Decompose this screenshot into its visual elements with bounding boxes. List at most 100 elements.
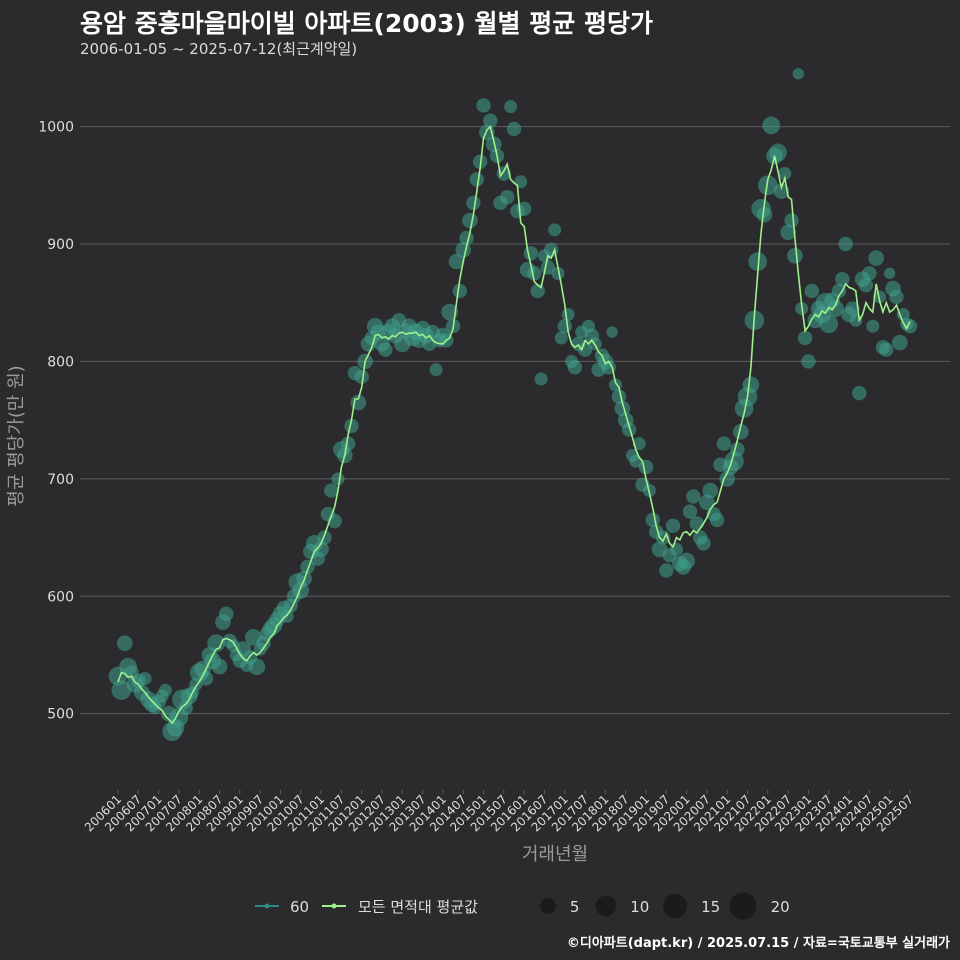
point-60-2017-07 <box>577 342 593 357</box>
point-60-2025-04 <box>892 334 908 351</box>
legend-size-20-label: 20 <box>771 898 790 916</box>
point-60-2022-06 <box>778 167 792 181</box>
point-60-2014-10 <box>466 195 481 211</box>
y-tick-label-900: 900 <box>47 237 74 253</box>
point-60-2016-03 <box>523 246 539 261</box>
point-60-2014-09 <box>462 212 478 229</box>
point-60-2020-10 <box>709 512 725 528</box>
point-60-2011-01 <box>313 541 329 558</box>
legend-size-15-marker <box>662 893 688 919</box>
point-60-2011-09 <box>340 436 356 451</box>
point-60-2024-07 <box>862 266 877 281</box>
point-60-2007-03 <box>158 683 172 697</box>
point-60-2023-02 <box>804 283 820 299</box>
point-60-2021-12 <box>756 206 773 223</box>
point-60-2021-05 <box>732 424 749 440</box>
point-60-2020-04 <box>689 516 704 531</box>
y-tick-label-1000: 1000 <box>38 120 74 136</box>
point-60-2022-09 <box>787 247 803 264</box>
point-60-2011-02 <box>317 530 332 545</box>
point-60-2015-01 <box>476 98 491 113</box>
point-60-2024-02 <box>845 301 860 316</box>
point-60-2011-10 <box>344 418 359 434</box>
point-60-2016-06 <box>534 372 548 386</box>
legend-size-5-label: 5 <box>570 898 580 916</box>
y-tick-label-700: 700 <box>47 472 74 488</box>
point-60-2010-03 <box>280 609 294 623</box>
point-60-2006-02 <box>111 680 132 700</box>
point-60-2009-06 <box>248 658 266 676</box>
point-60-2016-10 <box>548 223 562 237</box>
legend-avg-marker <box>331 903 337 909</box>
point-60-2008-06 <box>207 634 226 653</box>
legend-60-marker <box>264 903 270 909</box>
point-60-2006-09 <box>138 671 152 685</box>
point-60-2020-03 <box>686 489 701 504</box>
point-60-2022-07 <box>780 224 796 241</box>
point-60-2024-06 <box>858 277 874 293</box>
point-60-2024-04 <box>852 385 867 401</box>
legend: 60 모든 면적대 평균값 5 10 15 20 <box>255 892 790 920</box>
point-60-2022-01 <box>758 175 778 196</box>
point-60-2020-12 <box>716 436 732 451</box>
legend-size-10-marker <box>595 895 617 917</box>
point-60-2023-10 <box>831 283 847 299</box>
y-tick-label-800: 800 <box>47 354 74 370</box>
point-60-2019-07 <box>659 563 674 578</box>
y-tick-label-500: 500 <box>47 707 74 723</box>
point-60-2021-08 <box>742 376 760 394</box>
point-60-2023-01 <box>801 354 816 369</box>
point-60-2025-01 <box>884 267 896 280</box>
point-60-2015-03 <box>483 113 498 128</box>
point-60-2018-08 <box>621 422 637 437</box>
y-axis-label: 평균 평당가(만 원) <box>6 365 27 506</box>
point-60-2015-10 <box>506 121 522 137</box>
point-60-2014-11 <box>469 172 484 187</box>
point-60-2016-04 <box>527 266 542 281</box>
point-60-2016-12 <box>554 331 568 345</box>
legend-size-20-marker <box>729 892 757 920</box>
point-60-2022-02 <box>762 116 781 135</box>
point-60-2023-12 <box>838 236 853 252</box>
point-60-2025-07 <box>902 318 918 334</box>
source-credit: ©디아파트(dapt.kr) / 2025.07.15 / 자료=국토교통부 실… <box>566 936 950 951</box>
point-60-2015-08 <box>500 189 515 205</box>
point-60-2020-07 <box>699 494 715 511</box>
legend-size-15-label: 15 <box>701 898 720 916</box>
point-60-2012-08 <box>378 342 393 357</box>
point-60-2025-03 <box>889 289 904 305</box>
point-60-2017-04 <box>567 360 583 375</box>
point-60-2008-07 <box>211 658 228 675</box>
point-60-2010-09 <box>300 559 315 575</box>
point-60-2024-09 <box>868 250 884 266</box>
point-60-2023-07 <box>819 314 839 334</box>
point-60-2024-12 <box>879 342 894 357</box>
point-60-2016-11 <box>551 266 565 280</box>
x-axis-label: 거래년월 <box>522 844 588 865</box>
point-60-2020-06 <box>696 536 711 551</box>
average-line <box>117 125 911 725</box>
point-60-2023-09 <box>827 300 844 317</box>
point-60-2008-09 <box>219 606 234 622</box>
point-60-2014-06 <box>452 283 468 299</box>
point-60-2019-09 <box>665 518 681 534</box>
point-60-2022-08 <box>784 213 799 228</box>
point-60-2006-03 <box>116 635 133 652</box>
point-60-2022-05 <box>773 183 790 199</box>
point-60-2013-11 <box>429 363 443 377</box>
y-tick-label-600: 600 <box>47 589 74 605</box>
point-60-2017-01 <box>557 318 572 334</box>
point-60-2018-11 <box>632 437 646 451</box>
legend-60-label: 60 <box>290 898 309 916</box>
point-60-2011-06 <box>331 472 345 486</box>
point-60-2021-10 <box>748 252 768 271</box>
point-60-2020-08 <box>702 482 719 499</box>
point-60-2014-03 <box>441 303 459 321</box>
point-60-2017-02 <box>561 307 575 321</box>
point-60-2019-01 <box>638 459 654 475</box>
legend-avg-label: 모든 면적대 평균값 <box>358 898 478 916</box>
point-60-2015-09 <box>504 100 518 114</box>
point-60-2022-12 <box>797 330 813 346</box>
point-60-2014-05 <box>448 253 465 270</box>
point-60-2024-03 <box>849 313 863 327</box>
